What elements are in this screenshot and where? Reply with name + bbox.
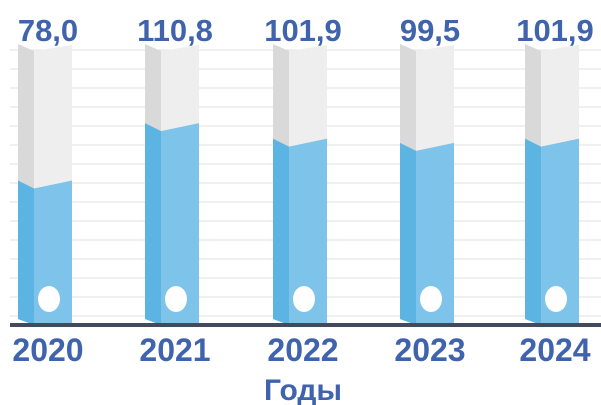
- bar-highlight: [420, 286, 442, 312]
- category-label-2021: 2021: [139, 332, 210, 368]
- bar-fill-side: [18, 180, 34, 325]
- bar-2021: [145, 44, 199, 325]
- value-label-2023: 99,5: [400, 13, 460, 48]
- bar-2022: [273, 44, 327, 325]
- value-label-2022: 101,9: [264, 13, 342, 48]
- bar-fill-side: [400, 142, 416, 325]
- bar-highlight: [545, 286, 567, 312]
- category-label-2020: 2020: [12, 332, 83, 368]
- bar-2023: [400, 44, 454, 325]
- category-label-2022: 2022: [267, 332, 338, 368]
- category-label-2024: 2024: [519, 332, 590, 368]
- bar-2024: [525, 44, 579, 325]
- value-label-2021: 110,8: [137, 13, 213, 48]
- bar-fill-front: [416, 142, 454, 325]
- bar-fill-front: [289, 138, 327, 325]
- value-labels: 78,0 110,8 101,9 99,5 101,9: [18, 13, 594, 48]
- bar-highlight: [165, 286, 187, 312]
- bar-fill-side: [145, 123, 161, 325]
- bar-fill-front: [161, 123, 199, 325]
- bars: [18, 44, 579, 325]
- bar-highlight: [293, 286, 315, 312]
- category-labels: 2020 2021 2022 2023 2024: [12, 332, 590, 368]
- bar-fill-side: [525, 138, 541, 325]
- x-axis-title: Годы: [264, 374, 342, 405]
- value-label-2020: 78,0: [18, 13, 78, 48]
- bar-fill-side: [273, 138, 289, 325]
- bar-fill-front: [541, 138, 579, 325]
- bar-2020: [18, 44, 72, 325]
- bar-highlight: [38, 286, 60, 312]
- category-label-2023: 2023: [394, 332, 465, 368]
- value-label-2024: 101,9: [516, 13, 594, 48]
